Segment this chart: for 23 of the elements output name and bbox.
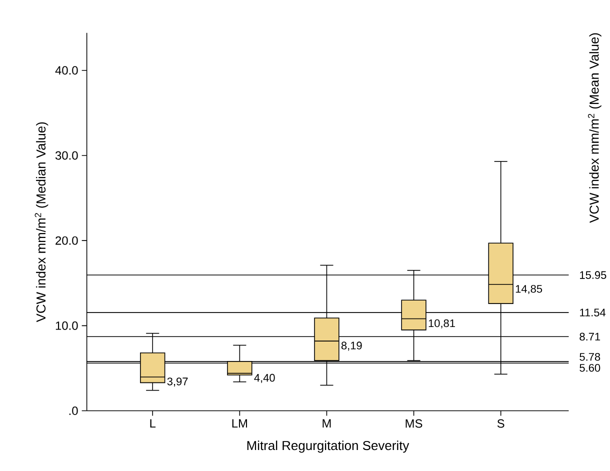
- x-tick-label: MS: [406, 419, 422, 428]
- y-tick-label: 30.0: [55, 151, 78, 160]
- x-tick-label: LM: [232, 419, 247, 428]
- y-tick-label: 40.0: [55, 66, 78, 75]
- y2-axis-title: VCW index mm/m$^{2}$ (Mean Value): [588, 33, 602, 223]
- ref-line-label: 8.71: [580, 332, 600, 341]
- ref-line-label: 5.60: [580, 364, 600, 372]
- x-tick-label: L: [150, 419, 156, 428]
- ref-line-label: 5.78: [580, 353, 600, 361]
- text: 3,97: [167, 378, 188, 387]
- y-tick-label: 20.0: [56, 236, 78, 245]
- x-tick-label: M: [322, 419, 331, 428]
- text: 4,40: [254, 374, 275, 384]
- ref-line-label: 11.54: [580, 308, 606, 316]
- y-axis-title: VCW index mm/m$^{2}$ (Median Value): [34, 122, 48, 322]
- ref-line-label: 15.95: [580, 271, 606, 279]
- y-tick-label: 10.0: [56, 321, 78, 330]
- text: 10,81: [428, 319, 455, 328]
- x-axis-title: Mitral Regurgitation Severity: [247, 440, 410, 453]
- text: 8,19: [341, 342, 362, 351]
- x-tick-label: S: [497, 419, 504, 428]
- y-tick-label: .0: [69, 406, 78, 416]
- text: 14,85: [516, 285, 542, 294]
